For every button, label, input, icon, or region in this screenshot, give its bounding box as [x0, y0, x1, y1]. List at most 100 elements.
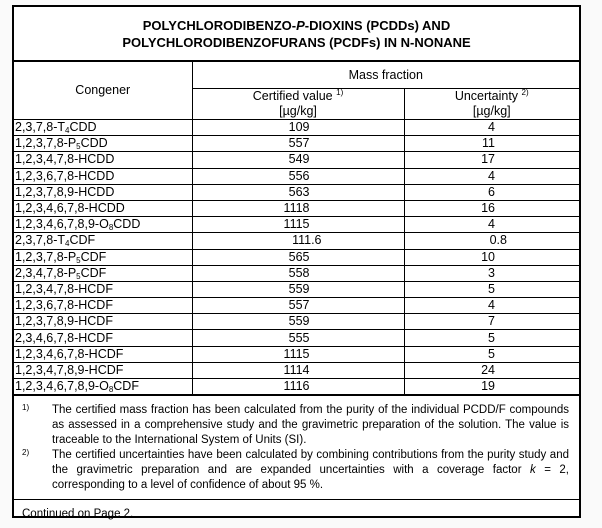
congener-suffix: CDF: [80, 249, 107, 264]
footnotes: 1) The certified mass fraction has been …: [14, 395, 579, 501]
certified-value-cell: 549: [191, 151, 405, 169]
congener-subscript: 5: [76, 255, 81, 265]
uncertainty-cell: 4: [403, 297, 579, 315]
footnote-text: The certified uncertainties have been ca…: [52, 448, 569, 493]
footnote-text-a: The certified uncertainties have been ca…: [52, 449, 569, 477]
uncertainty-cell: 10: [403, 248, 579, 266]
certified-value-cell: 1115: [191, 216, 405, 234]
congener-suffix: CDD: [69, 120, 97, 135]
certified-value-cell: 1115: [191, 345, 405, 363]
congener-name: 1,2,3,7,8-P: [15, 136, 77, 151]
uncertainty-cell: 7: [403, 313, 579, 331]
uncertainty-cell: 11: [403, 135, 579, 153]
certified-value-cell: 565: [191, 248, 405, 266]
header-mass-fraction: Mass fraction: [191, 61, 579, 89]
certified-value-cell: 558: [191, 264, 405, 282]
congener-suffix: CDF: [69, 233, 96, 248]
footnote-text-b: = 2, corresponding to a level of confide…: [52, 464, 569, 492]
unit-label: [µg/kg]: [279, 104, 317, 118]
congener-cell: 1,2,3,4,7,8-HCDF: [14, 280, 193, 299]
title-line1: POLYCHLORODIBENZO-: [142, 18, 297, 33]
congener-name: 2,3,4,7,8-P: [15, 265, 77, 280]
congener-cell: 1,2,3,4,6,7,8,9-O8CDD: [14, 216, 193, 234]
table-row: 1,2,3,4,6,7,8,9-O8CDF 1116 19: [14, 377, 579, 396]
table-row: 2,3,7,8-T4CDF 111.6 0.8: [14, 232, 579, 250]
congener-subscript: 8: [108, 223, 114, 233]
uncertainty-cell: 4: [403, 118, 579, 137]
footnote-1: 1) The certified mass fraction has been …: [22, 403, 569, 448]
title-italic: P: [296, 18, 305, 33]
certified-value-cell: 557: [191, 135, 405, 153]
footnote-ref: 1): [336, 88, 344, 97]
certified-value-cell: 563: [191, 183, 405, 201]
certified-value-cell: 109: [191, 118, 405, 137]
certified-value-cell: 557: [191, 297, 405, 315]
congener-name: 2,3,4,6,7,8-HCDF: [15, 330, 113, 345]
uncertainty-cell: 16: [403, 199, 579, 218]
congener-name: 1,2,3,6,7,8-HCDF: [15, 298, 113, 313]
certified-label: Certified value: [252, 89, 333, 103]
certified-value-cell: 555: [191, 329, 405, 347]
certified-value-cell: 1114: [191, 361, 405, 380]
congener-suffix: CDF: [80, 265, 107, 280]
table-row: 1,2,3,4,6,7,8-HCDF 1115 5: [14, 345, 579, 363]
table-row: 1,2,3,7,8,9-HCDD 563 6: [14, 183, 579, 201]
congener-name: 1,2,3,4,7,8,9-HCDF: [15, 362, 124, 377]
congener-cell: 1,2,3,7,8-P5CDF: [14, 248, 193, 266]
congener-cell: 1,2,3,4,6,7,8-HCDD: [14, 199, 193, 218]
uncertainty-cell: 3: [403, 264, 579, 282]
congener-cell: 2,3,7,8-T4CDD: [14, 118, 193, 137]
footnote-ref: 2): [521, 88, 529, 97]
uncertainty-cell: 24: [403, 361, 579, 380]
congener-name: 1,2,3,7,8,9-HCDD: [15, 184, 115, 199]
congener-subscript: 4: [65, 126, 70, 136]
table-row: 1,2,3,7,8-P5CDF 565 10: [14, 248, 579, 266]
congener-subscript: 4: [65, 239, 70, 249]
congener-name: 1,2,3,4,7,8-HCDD: [15, 152, 115, 167]
congener-subscript: 5: [76, 271, 81, 281]
congener-subscript: 8: [108, 385, 114, 395]
congener-name: 2,3,7,8-T: [15, 233, 66, 248]
congener-cell: 1,2,3,6,7,8-HCDD: [14, 167, 193, 185]
uncertainty-cell: 4: [403, 167, 579, 185]
uncertainty-cell: 19: [403, 377, 579, 396]
certified-value-cell: 559: [191, 280, 405, 299]
congener-name: 1,2,3,4,6,7,8-HCDD: [15, 201, 125, 216]
congener-subscript: 5: [76, 142, 81, 152]
uncertainty-cell: 4: [403, 216, 579, 234]
congener-name: 1,2,3,6,7,8-HCDD: [15, 168, 115, 183]
certified-value-cell: 556: [191, 167, 405, 185]
certified-value-cell: 1118: [191, 199, 405, 218]
congener-cell: 1,2,3,4,7,8,9-HCDF: [14, 361, 193, 380]
table-row: 1,2,3,4,7,8-HCDD 549 17: [14, 151, 579, 169]
table-row: 1,2,3,6,7,8-HCDF 557 4: [14, 297, 579, 315]
congener-name: 1,2,3,7,8,9-HCDF: [15, 314, 113, 329]
certified-value-cell: 559: [191, 313, 405, 331]
congener-cell: 1,2,3,4,6,7,8-HCDF: [14, 345, 193, 363]
congener-name: 1,2,3,4,6,7,8,9-O: [15, 217, 109, 232]
congener-name: 1,2,3,4,6,7,8-HCDF: [15, 346, 124, 361]
footnote-marker: 2): [22, 448, 30, 458]
congener-cell: 1,2,3,7,8,9-HCDD: [14, 183, 193, 201]
title-line1-rest: -DIOXINS (PCDDs) AND: [304, 18, 451, 33]
certified-value-cell: 111.6: [191, 232, 405, 250]
table-row: 1,2,3,7,8,9-HCDF 559 7: [14, 313, 579, 331]
congener-table: Congener Mass fraction Certified value 1…: [14, 61, 579, 396]
congener-cell: 2,3,7,8-T4CDF: [14, 232, 193, 250]
header-congener: Congener: [14, 61, 193, 120]
footnote-k: k: [530, 464, 536, 477]
continued-note: Continued on Page 2.: [22, 508, 134, 521]
table-row: 1,2,3,4,7,8-HCDF 559 5: [14, 280, 579, 299]
table-title: POLYCHLORODIBENZO-P-DIOXINS (PCDDs) AND …: [14, 7, 579, 61]
uncertainty-cell: 6: [403, 183, 579, 201]
uncertainty-cell: 5: [403, 280, 579, 299]
congener-name: 1,2,3,4,6,7,8,9-O: [15, 379, 109, 394]
congener-name: 2,3,7,8-T: [15, 120, 66, 135]
header-uncertainty: Uncertainty 2) [µg/kg]: [403, 88, 579, 120]
congener-cell: 1,2,3,7,8-P5CDD: [14, 135, 193, 153]
congener-suffix: CDD: [80, 136, 108, 151]
certificate-table-frame: POLYCHLORODIBENZO-P-DIOXINS (PCDDs) AND …: [12, 5, 581, 520]
congener-label: Congener: [75, 83, 131, 97]
congener-suffix: CDD: [113, 217, 141, 232]
header-certified-value: Certified value 1) [µg/kg]: [192, 88, 405, 120]
